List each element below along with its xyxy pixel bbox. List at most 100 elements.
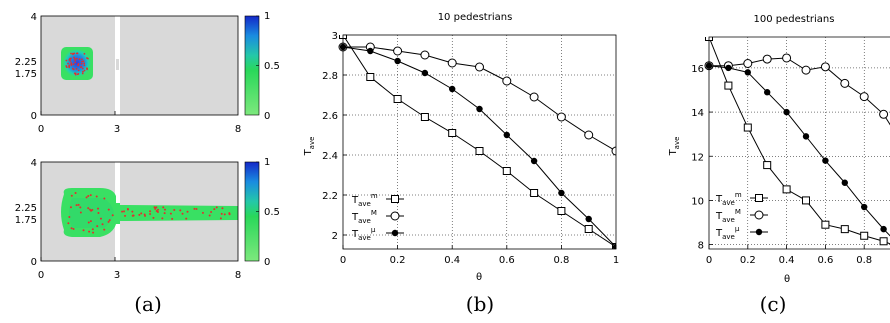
y-tick-label: 16 (691, 64, 704, 75)
x-tick-label: 0 (340, 255, 346, 266)
y-tick-label: 8 (698, 241, 704, 252)
series (338, 35, 616, 249)
pedestrian-dot (67, 62, 69, 65)
pedestrian-dot (77, 203, 80, 206)
pedestrian-dot (79, 206, 82, 209)
pedestrian-dot (99, 217, 102, 220)
pedestrian-dot (107, 208, 110, 211)
pedestrian-dot (85, 196, 88, 199)
data-point (393, 95, 402, 103)
pedestrian-dot (149, 210, 152, 213)
x-tick-label: 0.2 (390, 255, 406, 266)
y-tick-label: 3 (332, 31, 338, 42)
x-axis-ticks: 0 3 8 (38, 257, 241, 281)
data-point (802, 196, 810, 205)
y-tick-label: 0 (31, 111, 37, 122)
data-point (584, 225, 593, 233)
pedestrian-dot (82, 70, 84, 73)
pedestrian-dot (72, 52, 74, 55)
pedestrian-dot (81, 67, 84, 70)
pedestrian-dot (162, 206, 165, 209)
pedestrian-dot (75, 57, 78, 60)
legend-label: TaveM (715, 208, 741, 224)
data-point (447, 58, 457, 68)
pedestrian-dot (215, 206, 218, 209)
grid (709, 37, 890, 249)
series (704, 37, 890, 246)
data-point (530, 157, 538, 165)
pedestrian-dot (87, 221, 90, 224)
data-point (529, 92, 539, 102)
x-tick-label: 3 (114, 270, 120, 281)
line-chart-100-pedestrians: 100 pedestrians 0 0.2 0.4 0.6 0.8 8 10 12 14 16 θ… (668, 14, 890, 285)
series-line (708, 37, 890, 245)
data-point (393, 46, 403, 56)
pedestrian-dot (123, 210, 126, 213)
pedestrian-dot (185, 217, 188, 220)
legend-label: Tavem (351, 192, 378, 208)
y-tick-label: 4 (31, 12, 37, 23)
pedestrian-dot (152, 216, 155, 219)
pedestrian-dot (213, 208, 216, 211)
colorbar-tick-label: 0.5 (264, 207, 280, 218)
data-point (366, 73, 375, 81)
pedestrian-dot (87, 207, 90, 210)
pedestrian-dot (74, 59, 77, 62)
pedestrian-dot (77, 62, 80, 65)
grid (343, 35, 616, 249)
pedestrian-dot (83, 52, 86, 55)
data-point (476, 105, 483, 113)
y-tick-label: 2.2 (322, 191, 338, 202)
pedestrian-dot (157, 208, 160, 211)
data-point (801, 65, 811, 75)
pedestrian-dot (221, 207, 224, 210)
data-point (420, 113, 429, 121)
panel-label-a: (a) (134, 292, 162, 316)
y-tick-label: 2.25 (15, 57, 37, 68)
x-tick-label: 0 (38, 270, 44, 281)
chart-title: 10 pedestrians (438, 12, 513, 23)
data-point (449, 85, 456, 93)
data-point (782, 185, 791, 194)
pedestrian-dot (186, 210, 189, 213)
heatmap-top: 0 3 8 0 1.75 2.25 4 1 0.5 0 (15, 11, 280, 135)
pedestrian-dot (75, 204, 78, 207)
pedestrian-dot (70, 227, 73, 230)
crowd-density-core (69, 198, 114, 228)
data-point (743, 123, 752, 132)
panel-label-c: (c) (760, 292, 787, 316)
plot-frame (40, 161, 239, 262)
pedestrian-dot (223, 213, 226, 216)
pedestrian-dot (107, 220, 110, 223)
pedestrian-dot (80, 62, 83, 65)
colorbar-tick-label: 0.5 (264, 61, 280, 72)
pedestrian-dot (140, 212, 143, 215)
colorbar-top: 1 0.5 0 (244, 11, 280, 122)
pedestrian-dot (155, 206, 158, 209)
y-axis-label: Tave (303, 137, 316, 157)
data-point (367, 47, 374, 55)
pedestrian-dot (82, 60, 85, 62)
y-tick-label: 2.6 (322, 111, 338, 122)
plot-frame (40, 15, 239, 116)
pedestrian-dot (210, 210, 213, 213)
colorbar-bottom: 1 0.5 0 (244, 157, 280, 268)
pedestrian-dot (163, 208, 166, 211)
pedestrian-dot (75, 52, 78, 55)
door-gap (116, 59, 119, 70)
pedestrian-dot (171, 217, 174, 220)
pedestrian-dot (154, 207, 157, 210)
x-tick-label: 1 (613, 255, 619, 266)
pedestrian-dot (143, 213, 146, 216)
pedestrian-dot (220, 212, 223, 215)
pedestrian-dot (91, 228, 94, 231)
data-point (861, 203, 868, 211)
legend-marker (754, 210, 764, 220)
pedestrian-dot (72, 68, 75, 71)
pedestrian-dot (74, 192, 77, 195)
data-point (557, 207, 566, 215)
data-point (841, 179, 848, 186)
pedestrian-dot (201, 211, 204, 214)
pedestrian-dot (81, 72, 84, 75)
